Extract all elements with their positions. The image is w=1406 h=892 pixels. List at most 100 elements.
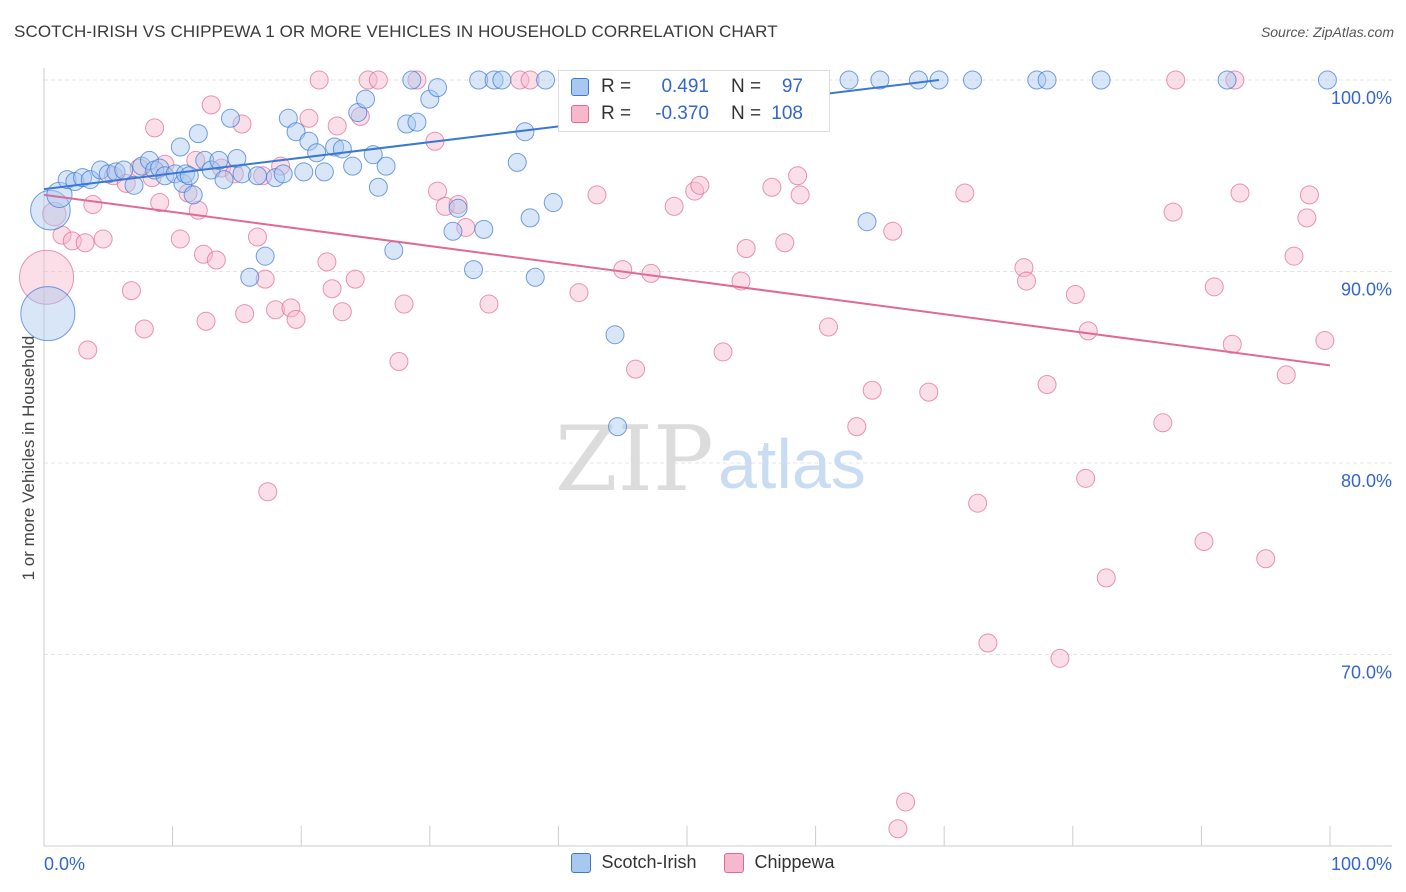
chippewa-point: [1194, 532, 1214, 552]
watermark-atlas: atlas: [718, 425, 866, 503]
scotch-irish-point: [98, 164, 118, 184]
scotch-irish-point: [1037, 70, 1057, 90]
legend-r-value: 0.491: [661, 76, 709, 97]
chippewa-point: [224, 164, 244, 184]
series-label: Chippewa: [754, 852, 835, 872]
scotch-irish-point: [307, 143, 327, 163]
legend-n-value: 108: [771, 103, 803, 124]
chippewa-point: [265, 300, 285, 320]
chippewa-point: [394, 294, 414, 314]
chippewa-point: [1256, 549, 1276, 569]
chippewa-point: [1153, 413, 1173, 433]
chippewa-point: [1297, 208, 1317, 228]
x-tick-label: 100.0%: [1331, 854, 1392, 874]
scotch-irish-point: [492, 70, 512, 90]
chippewa-point: [1065, 284, 1085, 304]
chippewa-point: [93, 229, 113, 249]
chippewa-point: [1076, 468, 1096, 488]
chippewa-point: [317, 252, 337, 272]
x-tick-label: 0.0%: [44, 854, 85, 874]
chippewa-point: [196, 311, 216, 331]
chippewa-point: [299, 108, 319, 128]
chippewa-point: [1230, 183, 1250, 203]
chippewa-point: [121, 281, 141, 301]
chippewa-point: [389, 352, 409, 372]
chippewa-point: [1225, 70, 1245, 90]
scotch-irish-point: [520, 208, 540, 228]
scotch-irish-point: [1027, 70, 1047, 90]
scotch-irish-point: [294, 162, 314, 182]
scotch-irish-point: [139, 150, 159, 170]
chippewa-point: [206, 250, 226, 270]
scotch-irish-point: [857, 212, 877, 232]
chippewa-point: [955, 183, 975, 203]
chippewa-point: [1037, 374, 1057, 394]
scotch-irish-point: [247, 166, 267, 186]
scotch-irish-point: [343, 156, 363, 176]
chippewa-point: [155, 154, 175, 174]
chippewa-point: [407, 70, 427, 90]
chippewa-point: [520, 70, 540, 90]
scotch-irish-point: [1217, 70, 1237, 90]
series-legend-chippewa[interactable]: Chippewa: [724, 852, 835, 873]
y-tick-label: 80.0%: [1341, 471, 1392, 491]
chippewa-point: [569, 283, 589, 303]
legend-r-label: R =: [601, 76, 632, 97]
legend-row-scotch-irish: R = 0.491 N = 97: [571, 75, 803, 99]
legend-n-label: N =: [731, 103, 762, 124]
scotch-irish-point: [273, 164, 293, 184]
chippewa-point: [134, 319, 154, 339]
chippewa-point: [327, 116, 347, 136]
series-swatch-pink: [724, 852, 745, 873]
chippewa-point: [788, 166, 808, 186]
chippewa-point: [255, 269, 275, 289]
legend-r-value: -0.370: [655, 103, 709, 124]
chippewa-point: [193, 244, 213, 264]
chippewa-point: [358, 70, 378, 90]
scotch-irish-point: [332, 139, 352, 159]
chippewa-point: [322, 279, 342, 299]
chippewa-point: [286, 309, 306, 329]
scotch-irish-point: [536, 70, 556, 90]
scotch-irish-point: [255, 246, 275, 266]
legend-r-label: R =: [601, 103, 632, 124]
chippewa-point: [919, 382, 939, 402]
chart-title: SCOTCH-IRISH VS CHIPPEWA 1 OR MORE VEHIC…: [14, 22, 778, 41]
chippewa-point: [690, 175, 710, 195]
scotch-irish-point: [525, 267, 545, 287]
series-label: Scotch-Irish: [601, 852, 697, 872]
chippewa-point: [1017, 271, 1037, 291]
chippewa-point: [685, 181, 705, 201]
chippewa-point: [762, 177, 782, 197]
chippewa-point: [332, 302, 352, 322]
chippewa-point: [587, 185, 607, 205]
scotch-irish-point: [908, 70, 928, 90]
chippewa-point: [232, 114, 252, 134]
scotch-irish-point: [240, 267, 260, 287]
chippewa-point: [883, 221, 903, 241]
scotch-irish-point: [214, 170, 234, 190]
scotch-irish-point: [20, 286, 76, 342]
chippewa-trendline: [43, 193, 1331, 367]
scotch-irish-point: [428, 78, 448, 98]
scotch-irish-point: [73, 168, 93, 188]
scotch-irish-point: [469, 70, 489, 90]
scotch-irish-point: [543, 193, 563, 213]
legend-swatch-pink: [571, 105, 589, 123]
chippewa-point: [713, 342, 733, 362]
chippewa-point: [888, 819, 908, 839]
scotch-irish-point: [314, 162, 334, 182]
scotch-irish-point: [325, 137, 345, 157]
legend-row-chippewa: R = -0.370 N = 108: [571, 102, 803, 126]
series-legend-scotch-irish[interactable]: Scotch-Irish: [571, 852, 696, 873]
chippewa-point: [818, 317, 838, 337]
chippewa-point: [978, 633, 998, 653]
chippewa-point: [847, 417, 867, 437]
scotch-irish-point: [286, 122, 306, 142]
chippewa-point: [145, 118, 165, 138]
chippewa-point: [83, 194, 103, 214]
chippewa-point: [1166, 70, 1186, 90]
chippewa-point: [247, 227, 267, 247]
scotch-irish-point: [474, 219, 494, 239]
chippewa-point: [790, 185, 810, 205]
